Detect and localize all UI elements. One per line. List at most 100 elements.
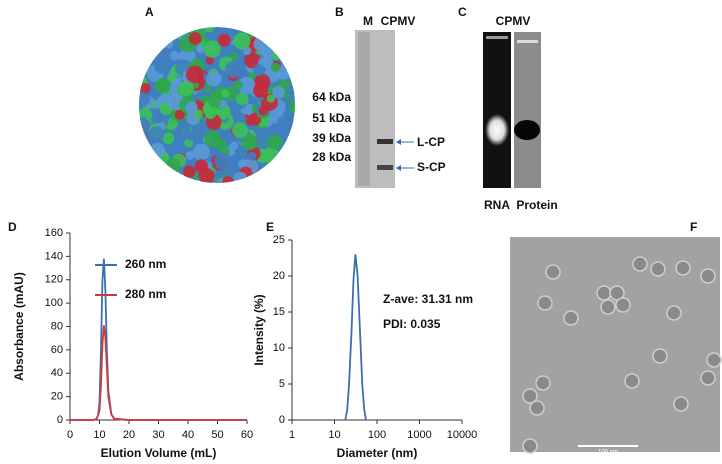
tem-particle xyxy=(700,268,716,284)
marker-label: 28 kDa xyxy=(312,150,351,164)
panel-label: A xyxy=(145,5,154,19)
y-tick-label: 15 xyxy=(273,306,285,318)
virus-blob xyxy=(169,50,180,61)
y-tick-label: 20 xyxy=(273,270,285,282)
y-tick-label: 5 xyxy=(279,378,285,390)
y-tick-label: 80 xyxy=(51,320,63,332)
data-line xyxy=(70,325,247,421)
virus-blob xyxy=(246,116,256,127)
virus-blob xyxy=(288,99,295,114)
legend-label: 260 nm xyxy=(125,257,166,271)
panel-label: C xyxy=(458,5,467,19)
virus-blob xyxy=(185,151,195,160)
tem-particle xyxy=(600,299,616,315)
virus-blob xyxy=(253,82,269,98)
virus-blob xyxy=(198,167,215,183)
virus-blob xyxy=(178,81,194,97)
virus-blob xyxy=(272,86,286,99)
virus-blob xyxy=(222,176,234,183)
y-tick-label: 60 xyxy=(51,344,63,356)
virus-blob xyxy=(247,151,257,161)
tem-particle xyxy=(563,310,579,326)
tem-particle xyxy=(652,348,668,364)
x-tick-label: 1000 xyxy=(407,429,431,441)
y-tick-label: 20 xyxy=(51,391,63,403)
virus-blob xyxy=(188,32,202,45)
annotation: PDI: 0.035 xyxy=(383,317,441,331)
virus-blob xyxy=(205,70,222,87)
band-label: L-CP xyxy=(417,135,445,149)
virus-blob xyxy=(204,27,214,33)
tem-particle xyxy=(545,264,561,280)
virus-blob xyxy=(290,88,295,99)
x-tick-label: 30 xyxy=(152,429,164,441)
tem-particle xyxy=(522,388,538,404)
x-tick-label: 0 xyxy=(67,429,73,441)
x-tick-label: 50 xyxy=(211,429,223,441)
y-tick-label: 120 xyxy=(45,274,63,286)
tem-particle xyxy=(666,305,682,321)
virus-blob xyxy=(253,64,265,76)
virus-model xyxy=(139,27,295,183)
virus-blob xyxy=(233,80,243,90)
virus-blob xyxy=(276,115,295,133)
gel-band xyxy=(514,120,540,140)
lane-label: CPMV xyxy=(381,14,416,28)
arrow-head xyxy=(396,139,401,145)
virus-blob xyxy=(166,73,176,83)
x-axis-title: Diameter (nm) xyxy=(337,446,418,460)
virus-blob xyxy=(165,157,181,174)
x-tick-label: 20 xyxy=(123,429,135,441)
virus-blob xyxy=(238,76,256,95)
virus-blob xyxy=(162,132,175,145)
tem-particle xyxy=(609,285,625,301)
gel-band xyxy=(485,114,509,146)
gel-lane xyxy=(514,32,541,188)
tem-particle xyxy=(615,297,631,313)
y-tick-label: 10 xyxy=(273,342,285,354)
x-tick-label: 40 xyxy=(182,429,194,441)
y-axis-title: Intensity (%) xyxy=(252,294,266,365)
tem-particle xyxy=(535,375,551,391)
tem-particle xyxy=(624,373,640,389)
virus-blob xyxy=(266,94,276,103)
gel-lane xyxy=(483,32,511,188)
virus-blob xyxy=(192,143,210,161)
y-tick-label: 40 xyxy=(51,367,63,379)
virus-blob xyxy=(233,171,248,183)
tem-particle xyxy=(650,261,666,277)
virus-blob xyxy=(270,62,281,73)
virus-blob xyxy=(253,36,270,53)
arrow-head xyxy=(396,165,401,171)
tem-image xyxy=(510,237,722,454)
x-tick-label: 10000 xyxy=(447,429,478,441)
legend-label: 280 nm xyxy=(125,287,166,301)
virus-blob xyxy=(139,117,150,132)
virus-blob xyxy=(233,32,251,50)
y-axis-title: Absorbance (mAU) xyxy=(12,272,26,381)
x-tick-label: 100 xyxy=(368,429,386,441)
x-tick-label: 1 xyxy=(289,429,295,441)
virus-blob xyxy=(203,130,221,147)
tem-particle xyxy=(706,352,722,368)
lane-label: Protein xyxy=(516,198,557,212)
panel-label: B xyxy=(335,5,344,19)
virus-blob xyxy=(195,44,205,54)
virus-blob xyxy=(214,152,233,171)
tem-particle xyxy=(673,396,689,412)
data-line xyxy=(70,258,247,421)
tem-particle xyxy=(632,256,648,272)
virus-blob xyxy=(176,122,191,137)
virus-blob xyxy=(190,177,200,183)
panel-label: D xyxy=(8,220,17,234)
scale-bar-label: 100 nm xyxy=(598,450,618,456)
virus-blob xyxy=(140,82,151,94)
virus-blob xyxy=(213,169,223,180)
virus-blob xyxy=(205,56,215,65)
tem-particle xyxy=(700,370,716,386)
x-tick-label: 10 xyxy=(93,429,105,441)
virus-blob xyxy=(258,106,269,116)
virus-blob xyxy=(155,78,171,94)
virus-blob xyxy=(278,79,288,89)
